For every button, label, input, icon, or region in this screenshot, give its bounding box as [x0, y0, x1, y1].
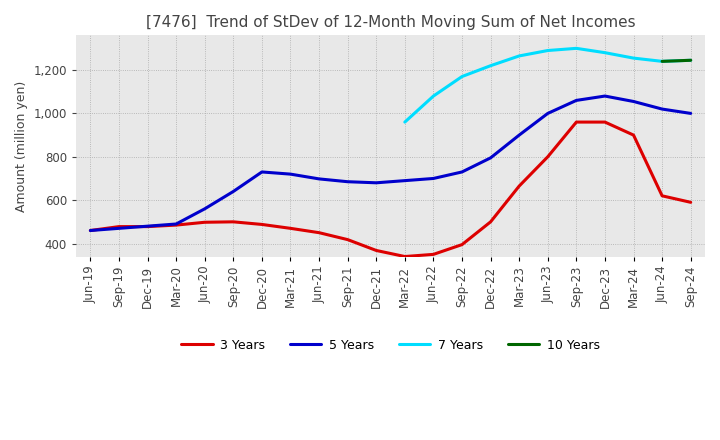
7 Years — [629, 55, 638, 61]
3 Years — [143, 224, 152, 229]
5 Years — [315, 176, 323, 182]
3 Years — [429, 252, 438, 257]
3 Years — [458, 242, 467, 247]
3 Years — [229, 219, 238, 224]
3 Years — [86, 228, 95, 233]
3 Years — [658, 193, 667, 198]
5 Years — [515, 132, 523, 138]
Line: 5 Years: 5 Years — [91, 96, 690, 231]
3 Years — [629, 132, 638, 138]
5 Years — [343, 179, 352, 184]
Legend: 3 Years, 5 Years, 7 Years, 10 Years: 3 Years, 5 Years, 7 Years, 10 Years — [176, 334, 605, 356]
3 Years — [486, 219, 495, 224]
3 Years — [343, 237, 352, 242]
5 Years — [686, 111, 695, 116]
5 Years — [629, 99, 638, 104]
3 Years — [572, 119, 580, 125]
5 Years — [658, 106, 667, 112]
Line: 7 Years: 7 Years — [405, 48, 690, 122]
5 Years — [429, 176, 438, 181]
5 Years — [544, 111, 552, 116]
3 Years — [200, 220, 209, 225]
Line: 10 Years: 10 Years — [662, 60, 690, 61]
5 Years — [229, 189, 238, 194]
5 Years — [458, 169, 467, 175]
5 Years — [172, 221, 181, 227]
5 Years — [258, 169, 266, 175]
3 Years — [172, 223, 181, 228]
Title: [7476]  Trend of StDev of 12-Month Moving Sum of Net Incomes: [7476] Trend of StDev of 12-Month Moving… — [145, 15, 635, 30]
3 Years — [544, 154, 552, 159]
5 Years — [86, 228, 95, 233]
3 Years — [372, 248, 381, 253]
3 Years — [286, 226, 294, 231]
7 Years — [515, 53, 523, 59]
5 Years — [200, 206, 209, 212]
5 Years — [400, 178, 409, 183]
7 Years — [572, 46, 580, 51]
3 Years — [315, 230, 323, 235]
5 Years — [286, 172, 294, 177]
5 Years — [143, 224, 152, 229]
7 Years — [658, 59, 667, 64]
5 Years — [486, 155, 495, 161]
5 Years — [114, 226, 123, 231]
7 Years — [486, 63, 495, 68]
10 Years — [686, 58, 695, 63]
7 Years — [544, 48, 552, 53]
3 Years — [114, 224, 123, 229]
3 Years — [258, 222, 266, 227]
7 Years — [458, 74, 467, 79]
10 Years — [658, 59, 667, 64]
Line: 3 Years: 3 Years — [91, 122, 690, 257]
3 Years — [515, 183, 523, 189]
3 Years — [400, 254, 409, 259]
7 Years — [429, 93, 438, 99]
7 Years — [400, 119, 409, 125]
Y-axis label: Amount (million yen): Amount (million yen) — [15, 81, 28, 212]
5 Years — [600, 93, 609, 99]
3 Years — [600, 119, 609, 125]
3 Years — [686, 200, 695, 205]
7 Years — [600, 50, 609, 55]
5 Years — [372, 180, 381, 185]
5 Years — [572, 98, 580, 103]
7 Years — [686, 58, 695, 63]
